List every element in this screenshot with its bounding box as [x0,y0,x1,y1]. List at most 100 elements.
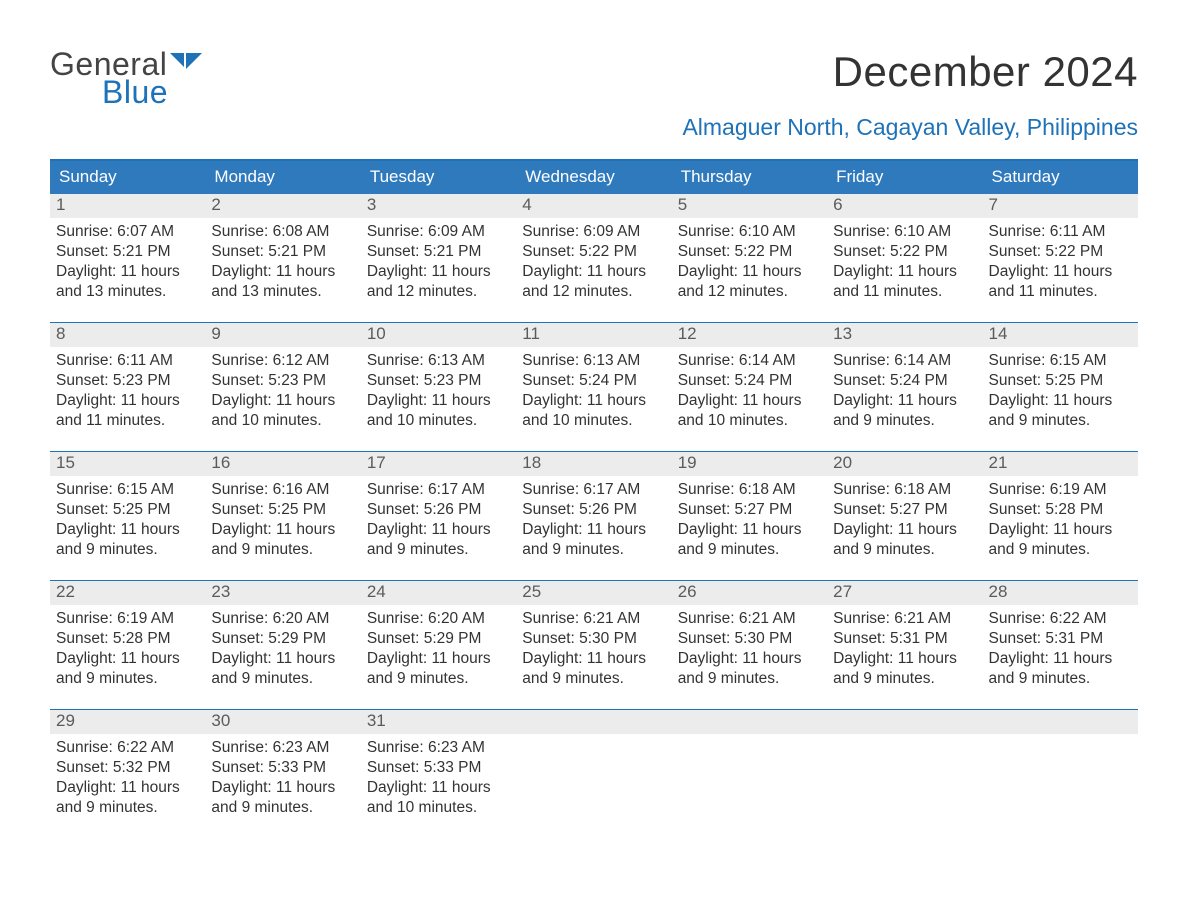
day-sunrise: Sunrise: 6:20 AM [367,609,510,629]
day-number: 14 [983,323,1138,347]
day-d1: Daylight: 11 hours [367,520,510,540]
weekday-header: Saturday [983,161,1138,194]
day-sunrise: Sunrise: 6:07 AM [56,222,199,242]
day-sunrise: Sunrise: 6:22 AM [989,609,1132,629]
day-sunrise: Sunrise: 6:23 AM [367,738,510,758]
day-d2: and 10 minutes. [367,798,510,818]
day-sunset: Sunset: 5:31 PM [989,629,1132,649]
day-d2: and 9 minutes. [56,540,199,560]
day-body: Sunrise: 6:21 AMSunset: 5:30 PMDaylight:… [672,605,827,696]
day-sunset: Sunset: 5:23 PM [56,371,199,391]
day-cell: 5Sunrise: 6:10 AMSunset: 5:22 PMDaylight… [672,194,827,322]
day-sunrise: Sunrise: 6:22 AM [56,738,199,758]
day-number [983,710,1138,734]
day-cell [672,710,827,838]
day-d2: and 11 minutes. [56,411,199,431]
day-number: 21 [983,452,1138,476]
day-body: Sunrise: 6:23 AMSunset: 5:33 PMDaylight:… [205,734,360,825]
day-cell: 31Sunrise: 6:23 AMSunset: 5:33 PMDayligh… [361,710,516,838]
day-number: 20 [827,452,982,476]
day-d1: Daylight: 11 hours [833,391,976,411]
day-body: Sunrise: 6:13 AMSunset: 5:23 PMDaylight:… [361,347,516,438]
day-sunrise: Sunrise: 6:23 AM [211,738,354,758]
day-number: 3 [361,194,516,218]
day-number: 26 [672,581,827,605]
day-sunset: Sunset: 5:27 PM [678,500,821,520]
logo-flag-icon [170,53,202,75]
weekday-header: Wednesday [516,161,671,194]
day-d1: Daylight: 11 hours [989,649,1132,669]
day-d1: Daylight: 11 hours [56,262,199,282]
title-block: December 2024 Almaguer North, Cagayan Va… [682,48,1138,141]
day-d1: Daylight: 11 hours [211,649,354,669]
day-cell: 12Sunrise: 6:14 AMSunset: 5:24 PMDayligh… [672,323,827,451]
day-number: 6 [827,194,982,218]
day-body: Sunrise: 6:14 AMSunset: 5:24 PMDaylight:… [672,347,827,438]
day-number [516,710,671,734]
day-body: Sunrise: 6:14 AMSunset: 5:24 PMDaylight:… [827,347,982,438]
day-sunrise: Sunrise: 6:10 AM [833,222,976,242]
day-sunrise: Sunrise: 6:20 AM [211,609,354,629]
weekday-header: Monday [205,161,360,194]
location-text: Almaguer North, Cagayan Valley, Philippi… [682,114,1138,141]
weekday-header: Thursday [672,161,827,194]
day-body: Sunrise: 6:16 AMSunset: 5:25 PMDaylight:… [205,476,360,567]
day-cell: 26Sunrise: 6:21 AMSunset: 5:30 PMDayligh… [672,581,827,709]
day-body: Sunrise: 6:09 AMSunset: 5:22 PMDaylight:… [516,218,671,309]
day-sunrise: Sunrise: 6:12 AM [211,351,354,371]
day-d2: and 9 minutes. [56,798,199,818]
day-cell: 2Sunrise: 6:08 AMSunset: 5:21 PMDaylight… [205,194,360,322]
day-body: Sunrise: 6:17 AMSunset: 5:26 PMDaylight:… [361,476,516,567]
day-cell: 17Sunrise: 6:17 AMSunset: 5:26 PMDayligh… [361,452,516,580]
day-sunset: Sunset: 5:21 PM [56,242,199,262]
weekday-header: Friday [827,161,982,194]
day-sunrise: Sunrise: 6:15 AM [56,480,199,500]
day-number: 28 [983,581,1138,605]
day-cell: 22Sunrise: 6:19 AMSunset: 5:28 PMDayligh… [50,581,205,709]
day-number: 2 [205,194,360,218]
day-body: Sunrise: 6:21 AMSunset: 5:31 PMDaylight:… [827,605,982,696]
day-sunset: Sunset: 5:25 PM [989,371,1132,391]
day-cell: 28 Sunrise: 6:22 AMSunset: 5:31 PMDayligh… [983,581,1138,709]
day-sunrise: Sunrise: 6:10 AM [678,222,821,242]
day-number: 1 [50,194,205,218]
weekday-header-row: SundayMondayTuesdayWednesdayThursdayFrid… [50,161,1138,194]
day-cell: 15Sunrise: 6:15 AMSunset: 5:25 PMDayligh… [50,452,205,580]
day-d2: and 9 minutes. [989,411,1132,431]
day-sunrise: Sunrise: 6:21 AM [678,609,821,629]
day-d1: Daylight: 11 hours [989,391,1132,411]
day-cell: 24Sunrise: 6:20 AMSunset: 5:29 PMDayligh… [361,581,516,709]
day-body: Sunrise: 6:23 AMSunset: 5:33 PMDaylight:… [361,734,516,825]
day-number: 27 [827,581,982,605]
day-number: 30 [205,710,360,734]
day-body: Sunrise: 6:21 AMSunset: 5:30 PMDaylight:… [516,605,671,696]
day-d1: Daylight: 11 hours [56,778,199,798]
week-row: 15Sunrise: 6:15 AMSunset: 5:25 PMDayligh… [50,451,1138,580]
day-sunrise: Sunrise: 6:17 AM [522,480,665,500]
day-sunrise: Sunrise: 6:13 AM [367,351,510,371]
day-cell: 30Sunrise: 6:23 AMSunset: 5:33 PMDayligh… [205,710,360,838]
day-cell: 1 Sunrise: 6:07 AMSunset: 5:21 PMDaylight… [50,194,205,322]
day-d2: and 13 minutes. [56,282,199,302]
day-d2: and 9 minutes. [522,540,665,560]
day-sunset: Sunset: 5:33 PM [211,758,354,778]
day-d2: and 9 minutes. [678,540,821,560]
day-d1: Daylight: 11 hours [833,262,976,282]
day-number: 13 [827,323,982,347]
day-sunset: Sunset: 5:27 PM [833,500,976,520]
day-d2: and 10 minutes. [522,411,665,431]
day-body: Sunrise: 6:10 AMSunset: 5:22 PMDaylight:… [827,218,982,309]
day-cell: 4Sunrise: 6:09 AMSunset: 5:22 PMDaylight… [516,194,671,322]
day-sunrise: Sunrise: 6:09 AM [367,222,510,242]
day-number: 23 [205,581,360,605]
day-d2: and 10 minutes. [211,411,354,431]
day-cell: 21Sunrise: 6:19 AMSunset: 5:28 PMDayligh… [983,452,1138,580]
day-number [672,710,827,734]
day-cell: 25Sunrise: 6:21 AMSunset: 5:30 PMDayligh… [516,581,671,709]
day-sunrise: Sunrise: 6:18 AM [833,480,976,500]
day-number: 7 [983,194,1138,218]
day-cell: 16Sunrise: 6:16 AMSunset: 5:25 PMDayligh… [205,452,360,580]
day-number: 17 [361,452,516,476]
week-row: 1Sunrise: 6:07 AMSunset: 5:21 PMDaylight… [50,194,1138,322]
month-title: December 2024 [682,48,1138,96]
